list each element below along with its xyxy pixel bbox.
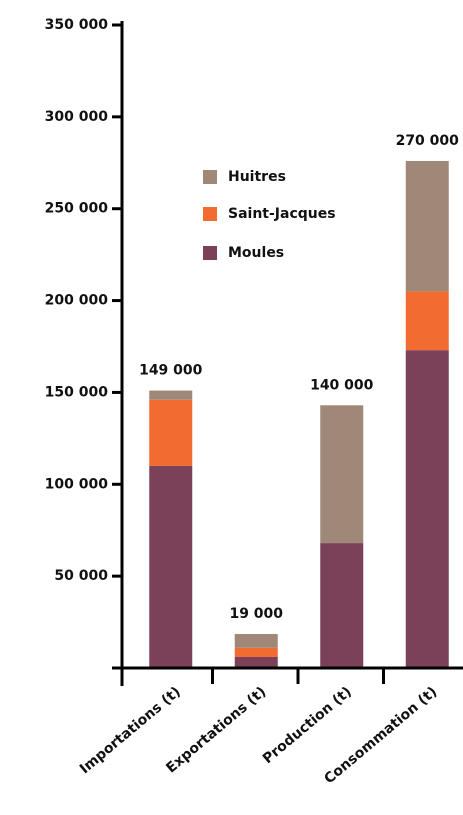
bar-segment: [149, 465, 193, 668]
bar-segment: [320, 405, 364, 544]
y-tick-label: 350 000: [45, 17, 109, 33]
y-tick-label: 250 000: [45, 201, 109, 217]
legend-swatch: [203, 170, 217, 184]
bar-segment: [234, 634, 278, 648]
bar-segment: [405, 291, 449, 351]
bar-segment: [405, 160, 449, 292]
y-tick-label: 300 000: [45, 109, 109, 125]
legend-label: Saint-Jacques: [228, 206, 336, 222]
x-tick-label: Production (t): [260, 684, 355, 767]
bar-segment: [234, 656, 278, 668]
y-tick-label: 200 000: [45, 293, 109, 309]
bar-segment: [149, 390, 193, 400]
y-tick-label: 100 000: [45, 476, 109, 492]
y-tick-label: 50 000: [54, 568, 108, 584]
bar-segment: [234, 647, 278, 657]
legend-label: Huitres: [228, 169, 286, 185]
total-label: 149 000: [139, 363, 203, 379]
total-label: 270 000: [396, 133, 460, 149]
legend-swatch: [203, 207, 217, 221]
legend-label: Moules: [228, 245, 284, 261]
bar-segment: [149, 399, 193, 466]
total-label: 19 000: [229, 606, 283, 622]
bar-segment: [405, 350, 449, 668]
total-label: 140 000: [310, 377, 374, 393]
legend-swatch: [203, 246, 217, 260]
y-tick-label: 150 000: [45, 384, 109, 400]
bar-segment: [320, 543, 364, 668]
